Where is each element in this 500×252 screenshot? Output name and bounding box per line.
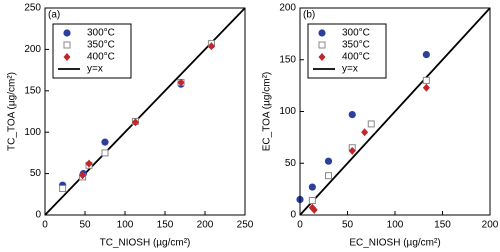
x-tick-label: 200 — [197, 220, 214, 231]
point — [422, 76, 430, 84]
point — [422, 50, 430, 59]
y-tick-label: 50 — [30, 168, 42, 179]
point — [207, 42, 215, 51]
point — [348, 111, 356, 119]
x-tick-label: 50 — [79, 220, 91, 231]
point — [79, 171, 87, 180]
legend-marker — [63, 53, 71, 61]
legend-label: 350°C — [342, 40, 370, 51]
x-tick-label: 100 — [387, 220, 404, 231]
y-axis-label: TC_TOA (µg/cm²) — [7, 72, 18, 151]
point — [177, 78, 185, 87]
y-tick-label: 100 — [24, 127, 41, 138]
x-tick-label: 150 — [157, 220, 174, 231]
x-tick-label: 50 — [342, 220, 354, 231]
point — [367, 120, 375, 128]
legend-marker — [318, 41, 326, 49]
y-tick-label: 200 — [279, 3, 296, 14]
point — [101, 138, 109, 146]
y-tick-label: 200 — [24, 44, 41, 55]
point — [422, 83, 430, 92]
point — [59, 185, 67, 193]
legend-label: y=x — [87, 64, 103, 75]
point — [131, 118, 139, 127]
panel-label: (b) — [303, 10, 315, 21]
legend-marker — [318, 29, 326, 37]
x-axis-label: EC_NIOSH (µg/cm²) — [349, 238, 440, 249]
point — [308, 197, 316, 205]
x-tick-label: 150 — [434, 220, 451, 231]
x-tick-label: 100 — [117, 220, 134, 231]
point — [308, 183, 316, 191]
legend-label: 400°C — [342, 52, 370, 63]
legend-label: 350°C — [87, 40, 115, 51]
panel-label: (a) — [48, 10, 60, 21]
y-tick-label: 100 — [279, 106, 296, 117]
y-tick-label: 0 — [290, 210, 296, 221]
point — [348, 146, 356, 155]
point — [325, 172, 332, 180]
y-tick-label: 250 — [24, 3, 41, 14]
legend-marker — [63, 29, 71, 37]
reference-line — [299, 7, 491, 216]
y-tick-label: 50 — [285, 158, 297, 169]
legend-marker — [63, 41, 71, 49]
plot-frame — [299, 7, 491, 216]
point — [101, 149, 109, 157]
y-tick-label: 0 — [35, 210, 41, 221]
plot-frame — [44, 7, 246, 216]
x-tick-label: 0 — [42, 220, 48, 231]
legend-marker — [318, 53, 326, 61]
point — [310, 205, 318, 214]
legend-label: 300°C — [87, 28, 115, 39]
y-tick-label: 150 — [24, 85, 41, 96]
legend-label: 300°C — [342, 28, 370, 39]
point — [361, 128, 369, 137]
legend-label: y=x — [342, 64, 358, 75]
legend-label: 400°C — [87, 52, 115, 63]
x-tick-label: 250 — [237, 220, 254, 231]
x-tick-label: 0 — [297, 220, 303, 231]
x-tick-label: 200 — [482, 220, 499, 231]
y-axis-label: EC_TOA (µg/cm²) — [262, 72, 273, 151]
y-tick-label: 150 — [279, 54, 296, 65]
point — [324, 157, 333, 165]
point — [85, 159, 93, 168]
x-axis-label: TC_NIOSH (µg/cm²) — [100, 238, 191, 249]
